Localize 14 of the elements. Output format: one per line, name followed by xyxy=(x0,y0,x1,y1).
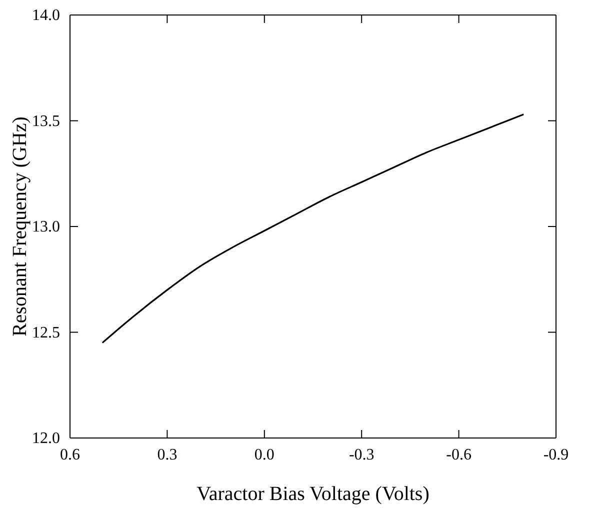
line-series xyxy=(102,114,524,344)
x-axis-title: Varactor Bias Voltage (Volts) xyxy=(196,483,430,505)
x-tick-label: -0.6 xyxy=(446,446,472,464)
x-tick-label: -0.3 xyxy=(348,446,374,464)
y-axis-title: Resonant Frequency (GHz) xyxy=(9,116,31,336)
y-tick-label: 13.5 xyxy=(32,112,60,130)
y-tick-label: 13.0 xyxy=(32,218,60,236)
y-tick-label: 12.5 xyxy=(32,324,60,342)
x-tick-label: 0.0 xyxy=(254,446,274,464)
x-tick-label: -0.9 xyxy=(543,446,569,464)
x-tick-label: 0.3 xyxy=(157,446,178,464)
y-tick-label: 12.0 xyxy=(32,430,60,448)
x-tick-label: 0.6 xyxy=(60,446,80,464)
y-tick-label: 14.0 xyxy=(32,7,60,24)
